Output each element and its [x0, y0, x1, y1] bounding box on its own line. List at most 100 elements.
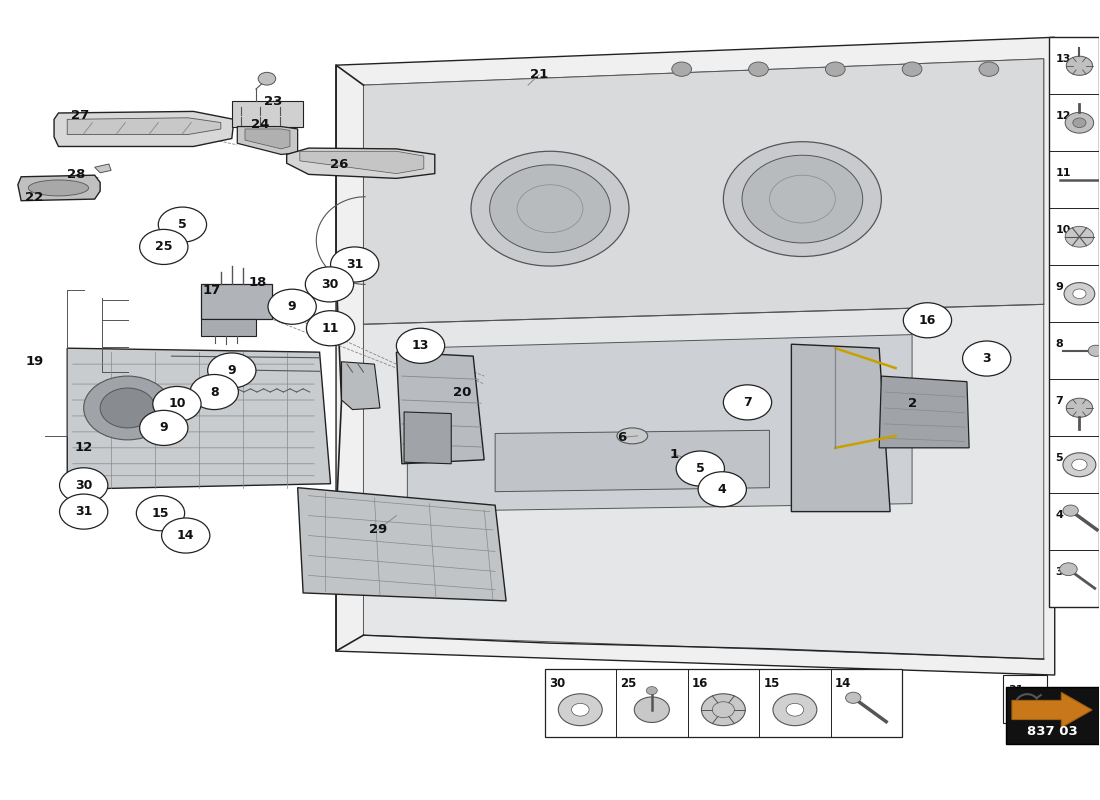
Circle shape [724, 385, 771, 420]
Polygon shape [238, 126, 298, 154]
Text: 10: 10 [168, 398, 186, 410]
Text: 16: 16 [692, 678, 708, 690]
Text: 26: 26 [330, 158, 349, 170]
Text: 8: 8 [210, 386, 219, 398]
Text: 15: 15 [763, 678, 780, 690]
Text: 1: 1 [670, 448, 679, 461]
Circle shape [307, 310, 354, 346]
Circle shape [903, 302, 952, 338]
Circle shape [773, 694, 817, 726]
Text: 8: 8 [1055, 339, 1063, 350]
Text: 3: 3 [1055, 567, 1063, 578]
Polygon shape [245, 129, 290, 149]
Circle shape [59, 468, 108, 503]
Circle shape [572, 703, 590, 716]
Circle shape [1072, 118, 1086, 127]
Text: 21: 21 [530, 68, 548, 82]
Circle shape [1065, 226, 1093, 247]
Text: 4: 4 [1055, 510, 1063, 520]
Text: 5: 5 [1055, 454, 1063, 463]
Text: 30: 30 [321, 278, 338, 291]
Text: 85: 85 [776, 216, 1026, 392]
Text: 7: 7 [1055, 396, 1063, 406]
Text: 23: 23 [264, 94, 283, 107]
FancyBboxPatch shape [544, 670, 902, 738]
Polygon shape [67, 348, 331, 490]
Circle shape [268, 289, 317, 324]
Text: 4: 4 [718, 482, 727, 496]
Circle shape [1066, 56, 1092, 75]
Text: 15: 15 [152, 506, 169, 520]
Text: 18: 18 [249, 276, 267, 290]
FancyBboxPatch shape [1003, 675, 1047, 723]
Circle shape [1072, 289, 1086, 298]
Circle shape [1066, 398, 1092, 418]
Circle shape [162, 518, 210, 553]
Circle shape [676, 451, 725, 486]
Circle shape [559, 694, 602, 726]
Circle shape [1059, 563, 1077, 575]
Text: 28: 28 [67, 168, 85, 181]
Circle shape [724, 142, 881, 257]
Circle shape [1065, 113, 1093, 133]
Text: 11: 11 [1055, 168, 1070, 178]
Circle shape [306, 267, 353, 302]
Circle shape [140, 230, 188, 265]
Polygon shape [407, 334, 912, 512]
Circle shape [979, 62, 999, 76]
Text: 9: 9 [228, 364, 236, 377]
Text: 25: 25 [620, 678, 637, 690]
Text: 27: 27 [72, 109, 89, 122]
Text: 6: 6 [617, 431, 626, 444]
Text: 10: 10 [1055, 226, 1070, 235]
FancyBboxPatch shape [1048, 38, 1099, 607]
Polygon shape [300, 151, 424, 174]
Text: 837 03: 837 03 [1027, 726, 1078, 738]
Circle shape [59, 494, 108, 529]
Polygon shape [95, 164, 111, 173]
Circle shape [902, 62, 922, 76]
Text: 9: 9 [288, 300, 297, 314]
Text: 16: 16 [918, 314, 936, 326]
Text: 5: 5 [178, 218, 187, 231]
Circle shape [136, 496, 185, 530]
Text: 13: 13 [1055, 54, 1070, 64]
Text: 3: 3 [982, 352, 991, 365]
Polygon shape [791, 344, 890, 512]
Polygon shape [879, 376, 969, 448]
Circle shape [84, 376, 172, 440]
Circle shape [1063, 505, 1078, 516]
Polygon shape [298, 488, 506, 601]
Circle shape [672, 62, 692, 76]
Circle shape [140, 410, 188, 446]
Text: 19: 19 [25, 355, 43, 368]
Circle shape [1063, 453, 1096, 477]
Text: 30: 30 [75, 479, 92, 492]
Text: 12: 12 [1055, 111, 1070, 122]
Polygon shape [18, 175, 100, 201]
Polygon shape [404, 412, 451, 464]
Circle shape [702, 694, 746, 726]
Circle shape [190, 374, 239, 410]
Polygon shape [495, 430, 769, 492]
Text: 9: 9 [1055, 282, 1063, 292]
Circle shape [153, 386, 201, 422]
FancyBboxPatch shape [201, 318, 256, 336]
Circle shape [749, 62, 768, 76]
Text: 24: 24 [251, 118, 270, 131]
Circle shape [1088, 345, 1100, 356]
Text: 14: 14 [835, 678, 851, 690]
Circle shape [698, 472, 747, 507]
Polygon shape [336, 38, 1055, 675]
Text: 12: 12 [75, 442, 92, 454]
Circle shape [1071, 459, 1087, 470]
Circle shape [962, 341, 1011, 376]
Text: a passion for parts: a passion for parts [403, 475, 697, 564]
Circle shape [258, 72, 276, 85]
Text: 25: 25 [155, 241, 173, 254]
Polygon shape [287, 148, 434, 178]
Circle shape [471, 151, 629, 266]
Ellipse shape [617, 428, 648, 444]
Text: 7: 7 [744, 396, 752, 409]
Circle shape [786, 703, 804, 716]
